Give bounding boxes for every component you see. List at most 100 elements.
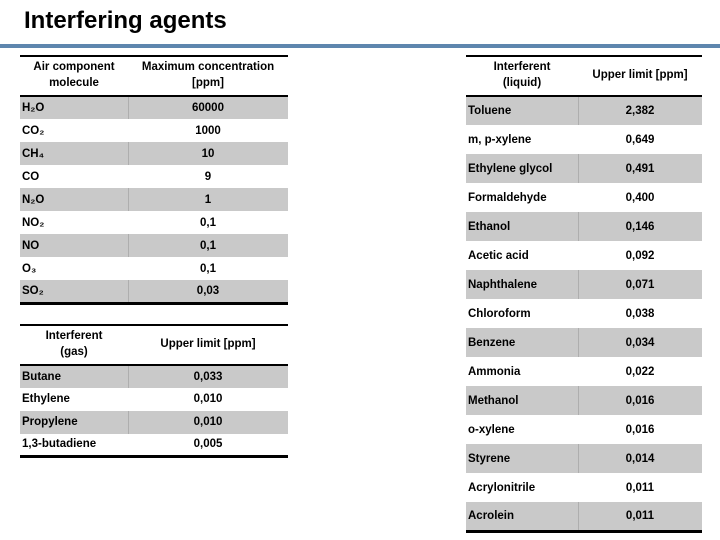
- table-row: Acrylonitrile 0,011: [466, 473, 702, 502]
- interferent-name: Ethanol: [468, 220, 511, 233]
- interferent-name: Methanol: [468, 394, 519, 407]
- page-title: Interfering agents: [24, 7, 227, 34]
- interferent-name: 1,3-butadiene: [22, 438, 97, 451]
- table-row: Ethanol 0,146: [466, 212, 702, 241]
- molecule-name: CO₂: [22, 124, 45, 137]
- column-header-interferent-gas: Interferent (gas): [20, 324, 128, 366]
- upper-limit-value: 2,382: [578, 96, 702, 125]
- molecule-name: O₃: [22, 262, 37, 275]
- concentration-value: 0,1: [128, 234, 288, 257]
- molecule-name: SO₂: [22, 284, 44, 297]
- table-row: Styrene 0,014: [466, 444, 702, 473]
- table-row: Formaldehyde 0,400: [466, 183, 702, 212]
- interferent-name: Benzene: [468, 336, 516, 349]
- molecule-name: CO: [22, 170, 40, 183]
- interferent-liquid-table-header: Interferent (liquid) Upper limit [ppm]: [466, 56, 702, 97]
- table-row: Acrolein 0,011: [466, 502, 702, 531]
- interferent-gas-table-header: Interferent (gas) Upper limit [ppm]: [20, 324, 288, 366]
- table-row: Toluene 2,382: [466, 96, 702, 125]
- interferent-liquid-table: Interferent (liquid) Upper limit [ppm] T…: [466, 55, 702, 533]
- left-column: Air component molecule Maximum concentra…: [20, 55, 288, 458]
- interferent-name: Toluene: [468, 105, 512, 117]
- interferent-name: Acetic acid: [468, 249, 529, 262]
- molecule-name: N₂O: [22, 193, 45, 206]
- interferent-name: Chloroform: [468, 307, 531, 320]
- table-row: Naphthalene 0,071: [466, 270, 702, 299]
- interferent-name: Ammonia: [468, 365, 521, 378]
- table-row: Ammonia 0,022: [466, 357, 702, 386]
- molecule-name: H₂O: [22, 102, 45, 114]
- molecule-name: CH₄: [22, 147, 45, 160]
- table-row: CH₄ 10: [20, 142, 288, 165]
- upper-limit-value: 0,014: [578, 444, 702, 473]
- interferent-name: Ethylene: [22, 393, 70, 405]
- interferent-name: Acrolein: [468, 509, 515, 522]
- table-row: Acetic acid 0,092: [466, 241, 702, 270]
- table-row: Benzene 0,034: [466, 328, 702, 357]
- right-column: Interferent (liquid) Upper limit [ppm] T…: [466, 55, 702, 533]
- upper-limit-value: 0,146: [578, 212, 702, 241]
- table-row: o-xylene 0,016: [466, 415, 702, 444]
- table-row: SO₂ 0,03: [20, 280, 288, 303]
- column-header-max-concentration: Maximum concentration [ppm]: [128, 56, 288, 97]
- concentration-value: 1000: [195, 124, 221, 137]
- concentration-value: 10: [128, 142, 288, 165]
- table-row: CO₂ 1000: [20, 119, 288, 142]
- table-row: H₂O 60000: [20, 96, 288, 119]
- upper-limit-value: 0,400: [625, 191, 655, 204]
- table-row: Ethylene glycol 0,491: [466, 154, 702, 183]
- upper-limit-value: 0,011: [625, 481, 655, 494]
- upper-limit-value: 0,071: [578, 270, 702, 299]
- table-row: Methanol 0,016: [466, 386, 702, 415]
- interferent-name: o-xylene: [468, 423, 515, 436]
- molecule-name: NO: [22, 239, 40, 252]
- interferent-name: Ethylene glycol: [468, 162, 553, 175]
- upper-limit-value: 0,022: [625, 365, 655, 378]
- upper-limit-value: 0,016: [578, 386, 702, 415]
- concentration-value: 0,1: [200, 216, 216, 229]
- upper-limit-value: 0,011: [578, 502, 702, 531]
- upper-limit-value: 0,038: [625, 307, 655, 320]
- column-header-upper-limit: Upper limit [ppm]: [578, 56, 702, 97]
- upper-limit-value: 0,010: [193, 393, 223, 405]
- column-header-interferent-liquid: Interferent (liquid): [466, 56, 578, 97]
- concentration-value: 60000: [128, 96, 288, 119]
- column-header-upper-limit: Upper limit [ppm]: [128, 324, 288, 366]
- interferent-name: Propylene: [22, 416, 78, 428]
- interferent-gas-table: Interferent (gas) Upper limit [ppm] Buta…: [20, 323, 288, 458]
- upper-limit-value: 0,033: [128, 365, 288, 388]
- upper-limit-value: 0,034: [578, 328, 702, 357]
- air-components-table-header: Air component molecule Maximum concentra…: [20, 56, 288, 97]
- upper-limit-value: 0,649: [625, 133, 655, 146]
- column-header-molecule: Air component molecule: [20, 56, 128, 97]
- interferent-name: Styrene: [468, 452, 511, 465]
- interferent-name: Naphthalene: [468, 278, 538, 291]
- table-row: 1,3-butadiene 0,005: [20, 434, 288, 457]
- air-components-table: Air component molecule Maximum concentra…: [20, 55, 288, 305]
- interferent-name: Butane: [22, 370, 61, 383]
- interferent-name: Acrylonitrile: [468, 481, 536, 494]
- concentration-value: 1: [128, 188, 288, 211]
- upper-limit-value: 0,016: [625, 423, 655, 436]
- table-row: NO₂ 0,1: [20, 211, 288, 234]
- interferent-name: Formaldehyde: [468, 191, 547, 204]
- interferent-name: m, p-xylene: [468, 133, 532, 146]
- title-accent-rule: [0, 44, 720, 48]
- table-row: Butane 0,033: [20, 364, 288, 388]
- table-row: Ethylene 0,010: [20, 388, 288, 411]
- concentration-value: 9: [204, 170, 212, 183]
- table-row: O₃ 0,1: [20, 257, 288, 280]
- table-row: m, p-xylene 0,649: [466, 125, 702, 154]
- table-row: Chloroform 0,038: [466, 299, 702, 328]
- concentration-value: 0,03: [128, 280, 288, 303]
- upper-limit-value: 0,005: [193, 438, 223, 451]
- table-row: CO 9: [20, 165, 288, 188]
- upper-limit-value: 0,092: [625, 249, 655, 262]
- upper-limit-value: 0,010: [128, 411, 288, 434]
- concentration-value: 0,1: [200, 262, 216, 275]
- upper-limit-value: 0,491: [578, 154, 702, 183]
- molecule-name: NO₂: [22, 216, 45, 229]
- table-row: N₂O 1: [20, 188, 288, 211]
- table-row: Propylene 0,010: [20, 410, 288, 434]
